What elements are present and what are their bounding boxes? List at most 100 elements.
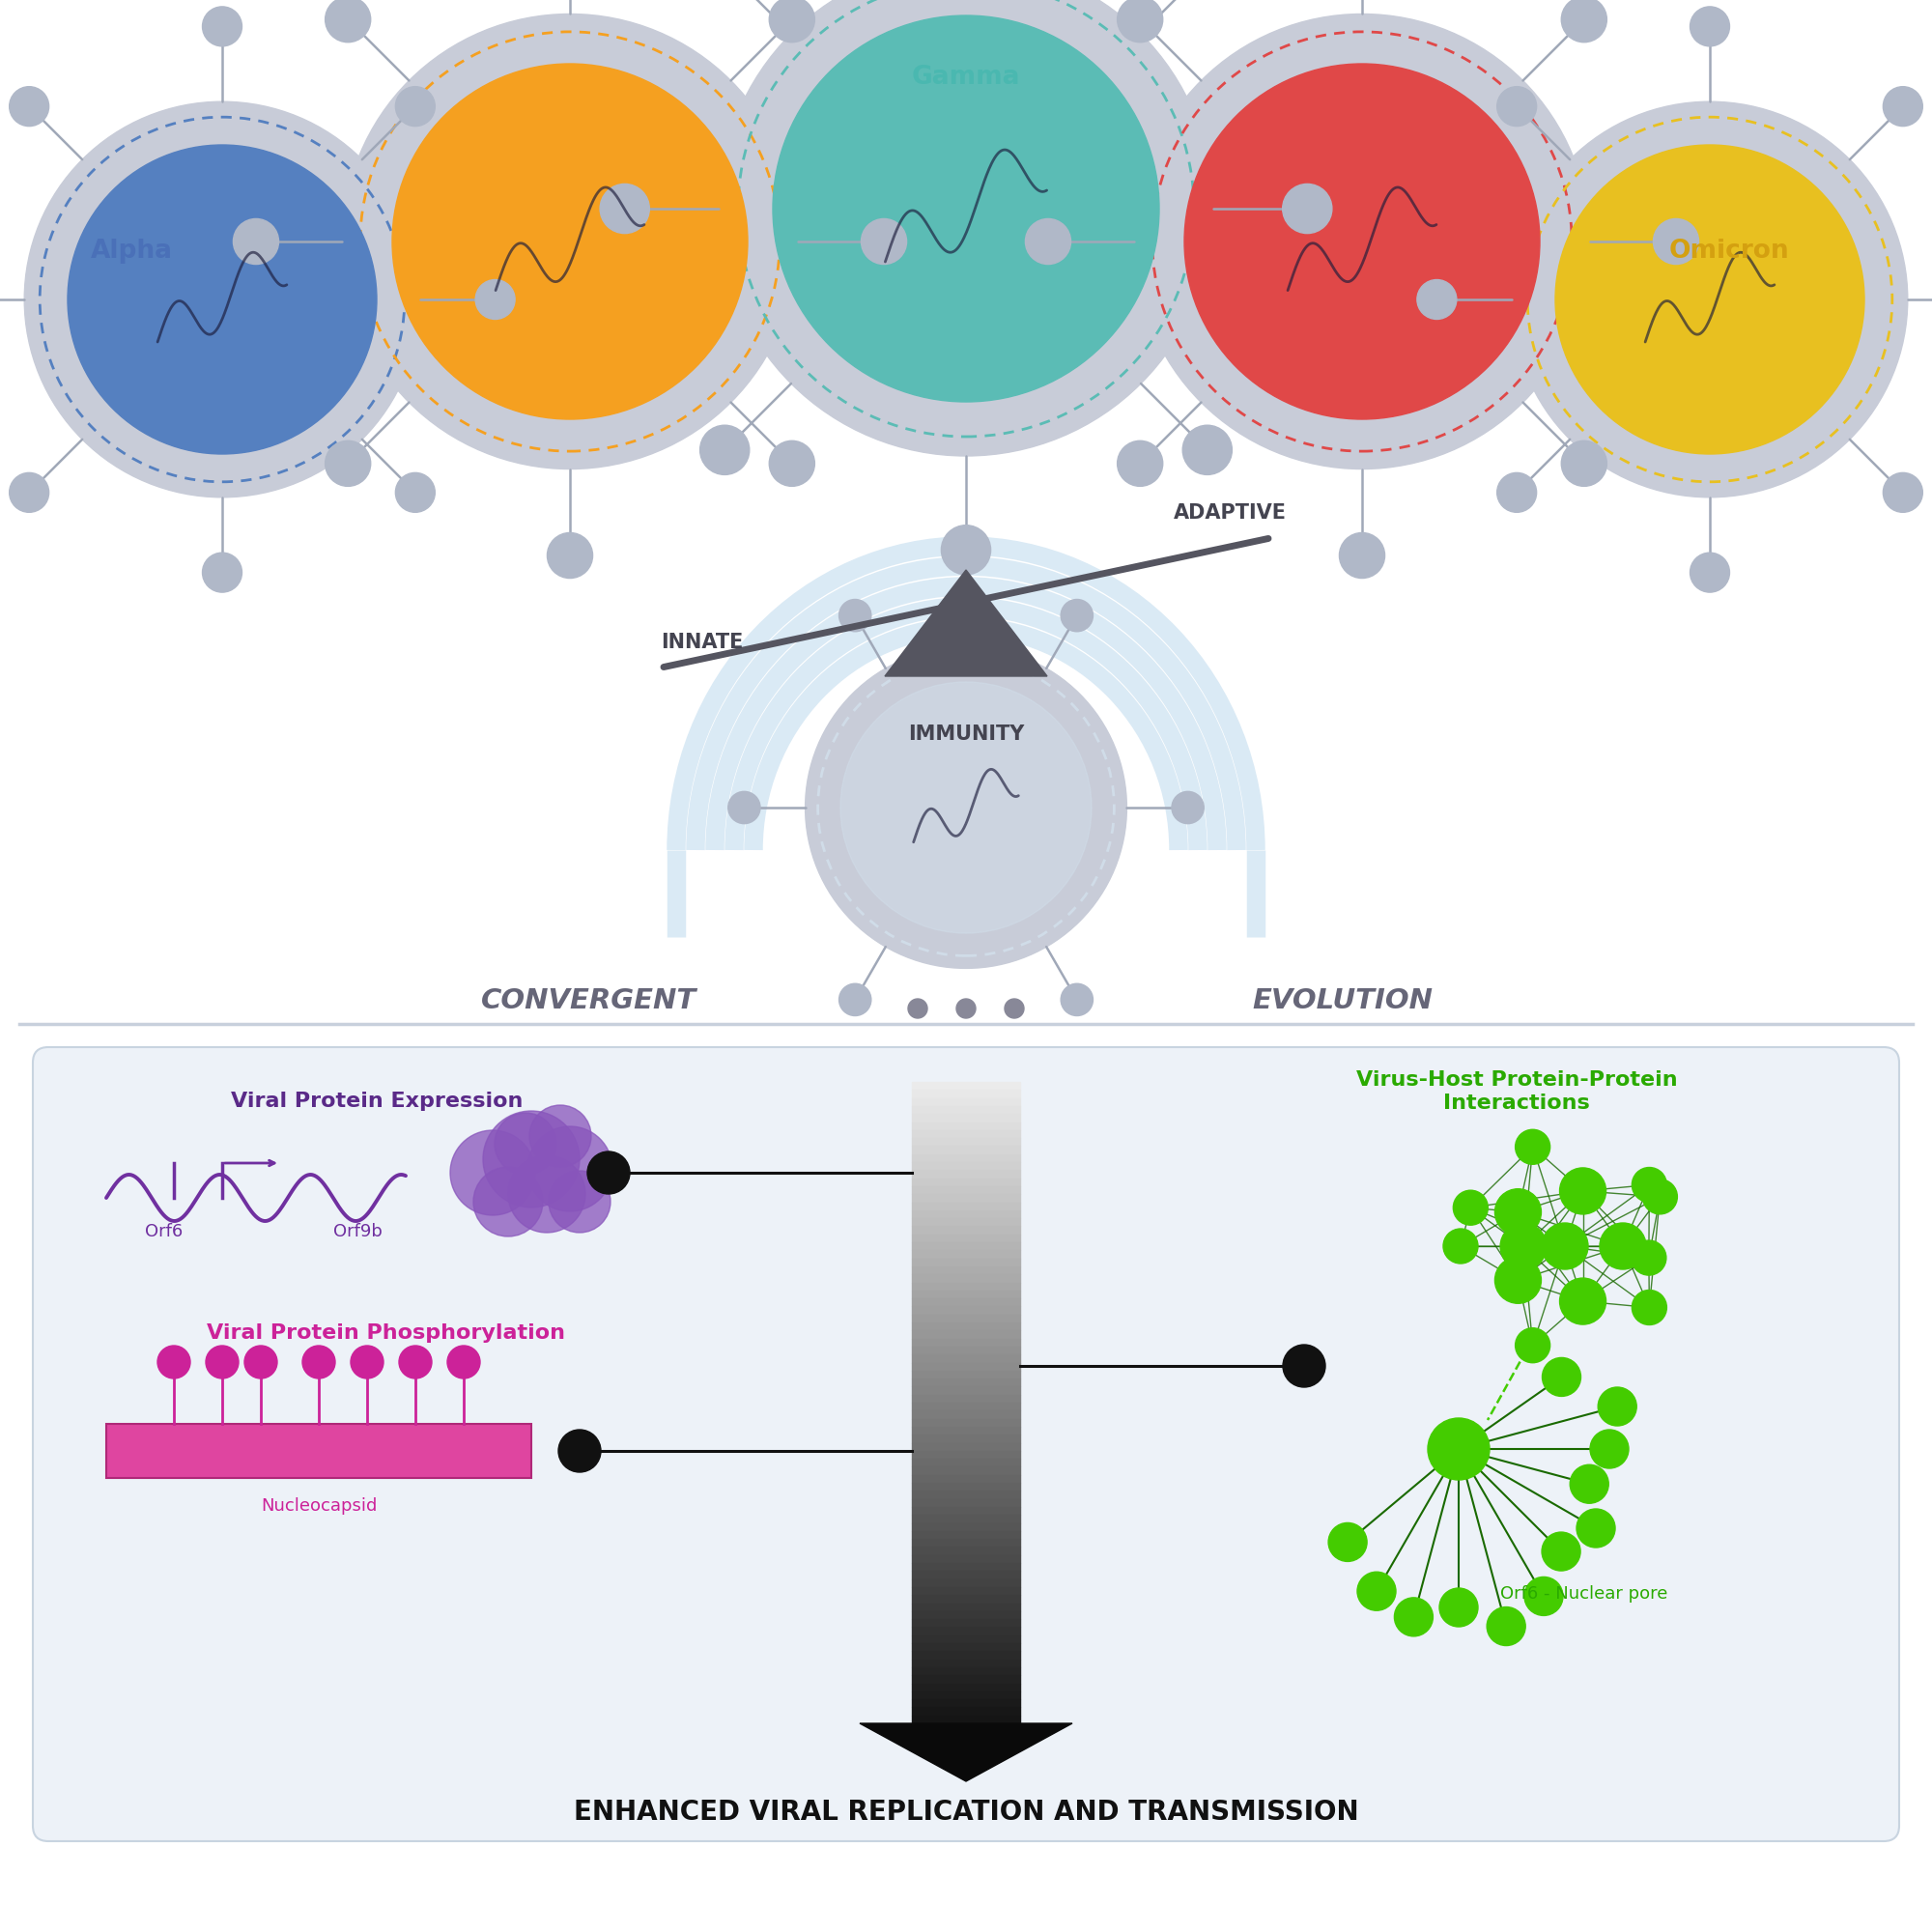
Bar <box>912 1443 1020 1451</box>
Circle shape <box>862 218 906 265</box>
Circle shape <box>396 87 435 126</box>
Bar <box>912 1146 1020 1153</box>
Circle shape <box>1633 1291 1667 1325</box>
Circle shape <box>806 647 1126 968</box>
Circle shape <box>1356 1573 1395 1611</box>
Circle shape <box>1184 64 1540 419</box>
Bar <box>912 1283 1020 1291</box>
Circle shape <box>392 64 748 419</box>
Bar <box>912 1484 1020 1492</box>
Text: CONVERGENT: CONVERGENT <box>481 987 697 1014</box>
Bar <box>912 1596 1020 1604</box>
Bar <box>912 1619 1020 1627</box>
Bar <box>912 1700 1020 1708</box>
Circle shape <box>838 983 871 1016</box>
Bar <box>912 1555 1020 1563</box>
Text: Alpha: Alpha <box>91 238 172 263</box>
Circle shape <box>1443 1229 1478 1264</box>
Circle shape <box>1561 0 1607 43</box>
Circle shape <box>400 1345 433 1378</box>
Circle shape <box>1428 1418 1490 1480</box>
Bar <box>912 1642 1020 1652</box>
Bar <box>912 1331 1020 1339</box>
Circle shape <box>601 184 649 234</box>
Circle shape <box>1495 1258 1542 1304</box>
Bar <box>912 1306 1020 1314</box>
Circle shape <box>495 1113 556 1175</box>
Bar <box>912 1227 1020 1235</box>
Circle shape <box>1488 1607 1526 1646</box>
FancyBboxPatch shape <box>33 1047 1899 1841</box>
Bar <box>912 1209 1020 1219</box>
Bar <box>912 1347 1020 1354</box>
Circle shape <box>558 1430 601 1472</box>
Bar <box>912 1578 1020 1586</box>
Bar <box>912 1194 1020 1202</box>
Circle shape <box>1329 1522 1368 1561</box>
Text: Orf6 - Nuclear pore: Orf6 - Nuclear pore <box>1501 1584 1667 1604</box>
Bar <box>912 1716 1020 1723</box>
Circle shape <box>10 473 48 512</box>
Circle shape <box>396 473 435 512</box>
Bar <box>912 1130 1020 1138</box>
Circle shape <box>508 1155 585 1233</box>
Circle shape <box>10 87 48 126</box>
Bar <box>912 1571 1020 1578</box>
Circle shape <box>1395 1598 1434 1636</box>
Circle shape <box>1026 218 1070 265</box>
Circle shape <box>1283 1345 1325 1387</box>
Bar <box>106 1424 531 1478</box>
Bar <box>912 1387 1020 1395</box>
Circle shape <box>68 145 377 454</box>
Circle shape <box>1416 280 1457 319</box>
Text: Gamma: Gamma <box>912 64 1020 89</box>
Circle shape <box>1171 792 1204 823</box>
Circle shape <box>1495 1188 1542 1235</box>
Text: Delta: Delta <box>1366 153 1443 178</box>
Circle shape <box>1590 1430 1629 1468</box>
Circle shape <box>475 280 516 319</box>
Circle shape <box>1654 218 1698 265</box>
Circle shape <box>1542 1532 1580 1571</box>
Circle shape <box>1513 102 1907 497</box>
Bar <box>912 1530 1020 1540</box>
Bar <box>912 1298 1020 1306</box>
Bar <box>912 1466 1020 1474</box>
Bar <box>912 1611 1020 1619</box>
Circle shape <box>728 792 761 823</box>
Bar <box>912 1354 1020 1362</box>
Circle shape <box>352 1345 383 1378</box>
Polygon shape <box>885 570 1047 676</box>
Text: Virus-Host Protein-Protein
Interactions: Virus-Host Protein-Protein Interactions <box>1356 1070 1677 1113</box>
Bar <box>912 1507 1020 1515</box>
Circle shape <box>1453 1190 1488 1225</box>
Circle shape <box>1542 1358 1580 1397</box>
Circle shape <box>473 1167 543 1236</box>
Bar <box>912 1291 1020 1298</box>
Circle shape <box>1600 1223 1646 1269</box>
Circle shape <box>1642 1179 1677 1213</box>
Circle shape <box>1061 599 1094 632</box>
Circle shape <box>1117 0 1163 43</box>
Bar <box>912 1675 1020 1683</box>
Bar <box>912 1379 1020 1387</box>
Bar <box>912 1115 1020 1122</box>
Circle shape <box>699 425 750 475</box>
Circle shape <box>1515 1327 1549 1362</box>
Circle shape <box>908 999 927 1018</box>
Bar <box>912 1370 1020 1379</box>
Bar <box>912 1395 1020 1403</box>
Circle shape <box>1439 1588 1478 1627</box>
Circle shape <box>547 533 593 578</box>
Circle shape <box>203 6 242 46</box>
Text: Orf6: Orf6 <box>145 1223 184 1240</box>
Text: ENHANCED VIRAL REPLICATION AND TRANSMISSION: ENHANCED VIRAL REPLICATION AND TRANSMISS… <box>574 1799 1358 1826</box>
Circle shape <box>325 0 371 43</box>
Circle shape <box>1631 1240 1665 1275</box>
Bar <box>912 1563 1020 1571</box>
Bar <box>912 1097 1020 1105</box>
Circle shape <box>1005 999 1024 1018</box>
Circle shape <box>840 682 1092 933</box>
Circle shape <box>1598 1387 1636 1426</box>
Circle shape <box>1524 1577 1563 1615</box>
